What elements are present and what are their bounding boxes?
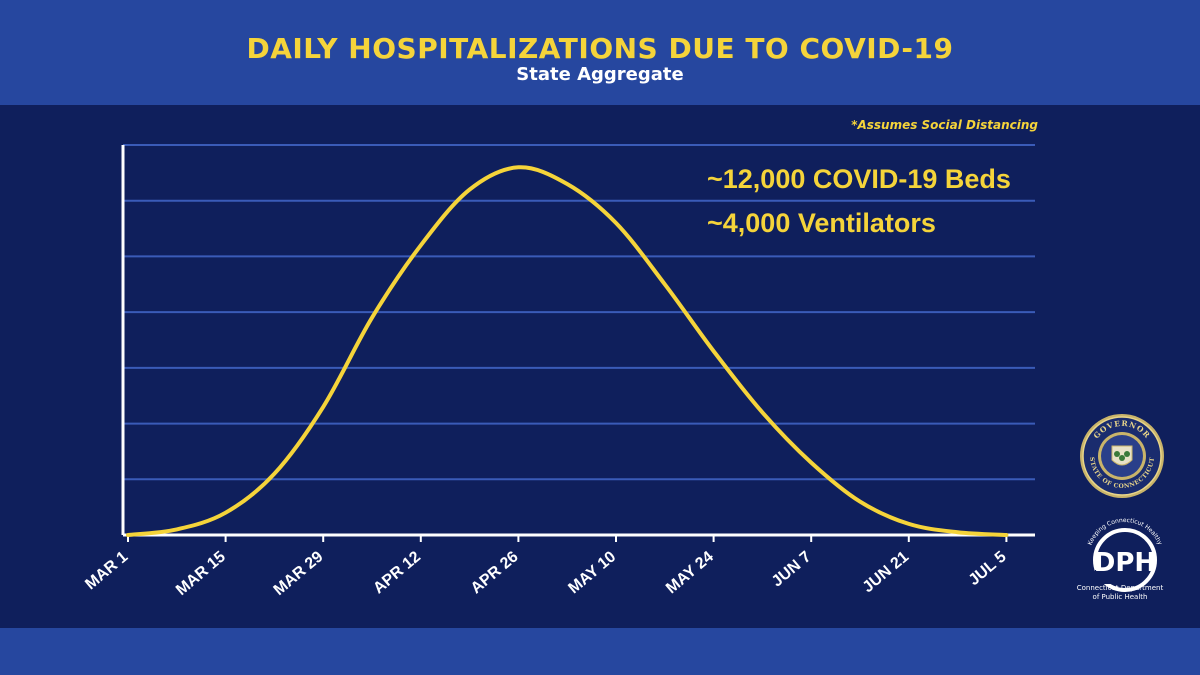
- dph-caption-line1: Connecticut Department: [1076, 584, 1164, 592]
- x-tick-label: JUL 5: [966, 548, 1010, 589]
- governor-seal-logo: GOVERNOR STATE OF CONNECTICUT: [1080, 414, 1164, 498]
- beds-annotation: ~12,000 COVID-19 Beds: [707, 164, 1011, 194]
- x-tick-label: JUN 7: [769, 548, 815, 590]
- chart-title: DAILY HOSPITALIZATIONS DUE TO COVID-19: [246, 32, 954, 65]
- x-tick-label: MAY 10: [565, 548, 619, 597]
- header-band: [0, 0, 1200, 105]
- ventilators-annotation: ~4,000 Ventilators: [707, 208, 936, 238]
- dph-logo: Keeping Connecticut Healthy DPH: [1087, 518, 1164, 592]
- x-tick-label: MAY 24: [663, 548, 717, 597]
- hospitalizations-line: [126, 165, 1009, 537]
- dph-caption-line2: of Public Health: [1092, 593, 1148, 601]
- assumption-note: *Assumes Social Distancing: [851, 118, 1038, 132]
- x-tick-label: APR 12: [370, 548, 424, 597]
- dph-tagline: Keeping Connecticut Healthy: [1087, 518, 1164, 547]
- svg-text:Keeping Connecticut Healthy: Keeping Connecticut Healthy: [1087, 518, 1164, 547]
- x-tick-label: MAR 29: [271, 548, 327, 599]
- chart-subtitle: State Aggregate: [516, 64, 684, 85]
- chart-panel: [0, 105, 1200, 628]
- x-tick-label: MAR 1: [82, 548, 131, 593]
- dph-letters: DPH: [1094, 548, 1156, 578]
- x-tick-label: JUN 21: [860, 548, 913, 596]
- dph-caption: Connecticut Department of Public Health: [1070, 584, 1170, 602]
- x-tick-label: APR 26: [468, 548, 522, 597]
- x-tick-label: MAR 15: [173, 548, 229, 599]
- footer-band: [0, 628, 1200, 675]
